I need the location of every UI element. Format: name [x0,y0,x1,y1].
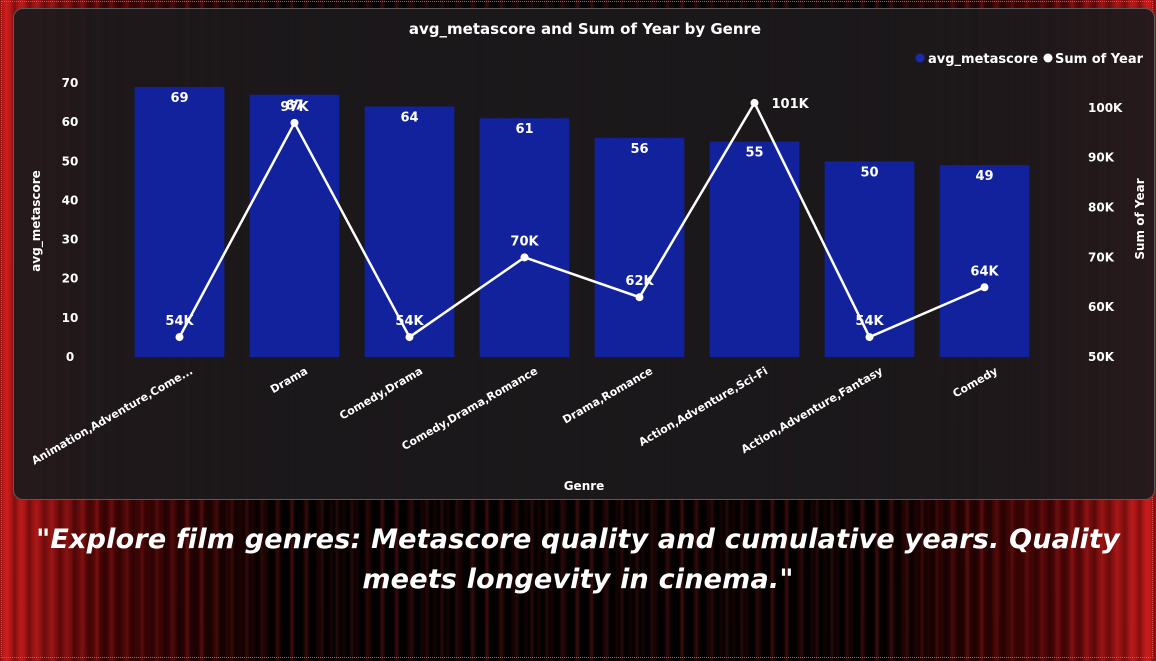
bar-data-label: 67 [285,99,303,114]
bar-data-labels: 69 67 64 61 56 55 50 49 [170,91,993,184]
y2-tick-label: 80K [1088,201,1115,215]
line-point[interactable] [520,253,529,262]
series-line-sum-of-year[interactable] [178,101,985,339]
y-tick-label: 40 [62,193,79,207]
y2-axis-ticks: 50K 60K 70K 80K 90K 100K [1088,101,1123,364]
y-tick-label: 50 [62,154,79,168]
line-point[interactable] [865,333,874,342]
y2-tick-label: 90K [1088,151,1115,165]
bar-data-label: 49 [975,169,993,184]
y2-tick-label: 60K [1088,300,1115,314]
x-axis-ticks: Animation,Adventure,Come... Drama Comedy,D… [29,364,1000,467]
legend-label-avg-metascore[interactable]: avg_metascore [928,52,1038,67]
line-data-label: 70K [510,234,539,249]
y-tick-label: 0 [66,350,74,364]
y-tick-label: 30 [62,233,79,247]
x-tick-label: Drama [268,364,310,396]
bar-data-label: 69 [170,91,188,106]
bar[interactable] [479,118,570,357]
line-data-label: 64K [970,264,999,279]
chart-card[interactable]: avg_metascore and Sum of Year by Genre a… [13,8,1155,500]
y-axis-label: avg_metascore [29,170,44,272]
y-tick-label: 20 [62,272,79,286]
bar[interactable] [594,137,685,357]
line-point[interactable] [980,283,989,292]
line-point[interactable] [290,118,299,127]
line-point[interactable] [405,333,414,342]
line-point[interactable] [175,333,184,342]
legend-dot-avg-metascore [915,53,925,63]
line-point[interactable] [750,98,759,107]
y2-tick-label: 100K [1088,101,1123,115]
line-data-label: 54K [855,314,884,329]
x-tick-label: Action,Adventure,Sci-Fi [636,364,770,449]
y-tick-label: 60 [62,115,79,129]
line-point[interactable] [635,293,644,302]
x-axis-label: Genre [564,479,605,493]
y-axis-ticks: 0 10 20 30 40 50 60 70 [62,76,79,364]
line-data-label: 62K [625,274,654,289]
line-data-label: 54K [395,314,424,329]
line-series[interactable] [175,98,989,342]
bar-data-label: 56 [630,142,648,157]
legend-label-sum-of-year[interactable]: Sum of Year [1055,52,1144,67]
legend-dot-sum-of-year [1043,53,1053,63]
bar-data-label: 64 [400,110,418,125]
y-tick-label: 10 [62,311,79,325]
bar[interactable] [939,165,1030,357]
x-tick-label: Comedy [951,364,1000,400]
combo-chart[interactable]: avg_metascore and Sum of Year by Genre a… [14,9,1156,501]
caption-quote: "Explore film genres: Metascore quality … [36,524,1120,595]
bar-series[interactable] [134,86,1030,358]
line-data-label: 54K [165,314,194,329]
line-data-labels: 54K 97K 54K 70K 62K 101K 54K 64K [165,97,999,329]
x-tick-label: Comedy,Drama [337,364,425,422]
bar[interactable] [249,94,340,357]
bar-data-label: 55 [745,146,763,161]
x-tick-label: Drama,Romance [560,364,655,426]
bar-data-label: 50 [860,165,878,180]
x-tick-label: Animation,Adventure,Come... [29,364,195,467]
y2-axis-label: Sum of Year [1133,178,1147,259]
bar-data-label: 61 [515,122,533,137]
legend[interactable]: avg_metascore Sum of Year [915,52,1144,67]
chart-title: avg_metascore and Sum of Year by Genre [409,20,761,38]
y2-tick-label: 70K [1088,250,1115,264]
y2-tick-label: 50K [1088,350,1115,364]
line-data-label: 97K [280,100,309,115]
line-data-label: 101K [772,97,810,112]
y-tick-label: 70 [62,76,79,90]
bar[interactable] [134,86,225,358]
bar[interactable] [709,141,800,357]
